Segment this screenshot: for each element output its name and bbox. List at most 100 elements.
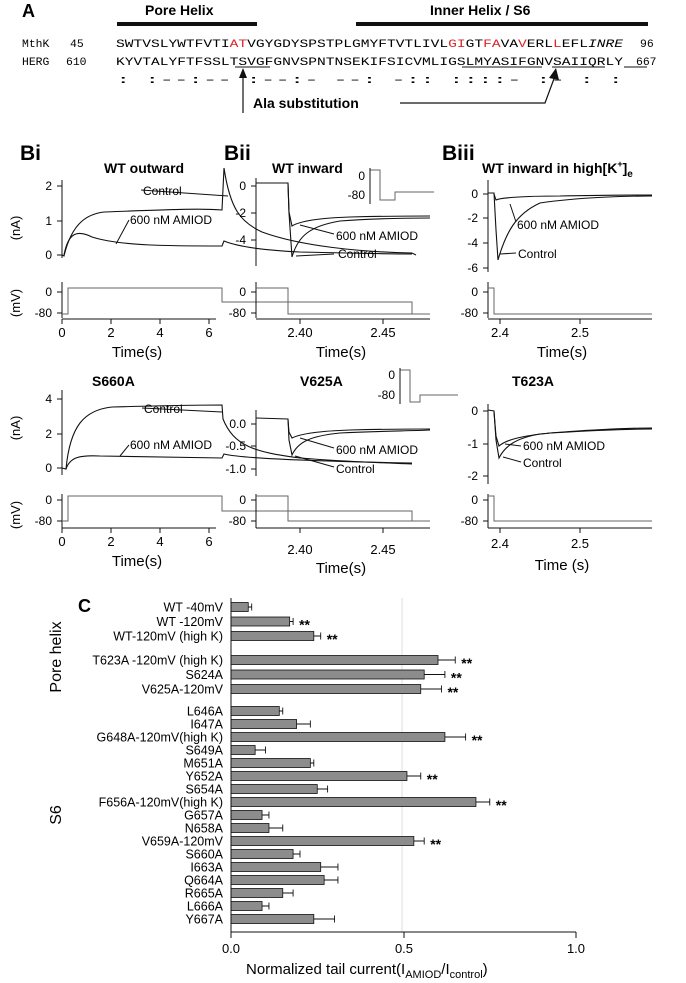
bar-label-17: S660A xyxy=(185,848,223,862)
s660a-control-trace xyxy=(62,405,412,469)
bar-label-20: R665A xyxy=(185,887,224,901)
bi-current-unit: (nA) xyxy=(8,216,23,241)
s660a-voltage-unit: (mV) xyxy=(8,501,23,529)
s660a-amiod-label: 600 nM AMIOD xyxy=(130,438,212,452)
bar-12 xyxy=(231,785,317,794)
bii-title: WT inward xyxy=(272,160,343,176)
t623a-mv-zero: 0 xyxy=(471,493,478,507)
error-bar-4 xyxy=(424,671,445,678)
error-bar-21 xyxy=(262,903,269,910)
significance-2: ** xyxy=(327,631,338,647)
bii-mv-neg80: -80 xyxy=(229,306,247,320)
bar-label-13: F656A-120mV(high K) xyxy=(99,796,223,810)
error-bar-15 xyxy=(269,825,283,832)
t623a-ytick-0: 0 xyxy=(471,404,478,418)
s660a-ytick-1: 2 xyxy=(45,427,52,441)
bar-label-8: G648A-120mV(high K) xyxy=(97,731,223,745)
panel-biii: WT inward in high[K+]e 0 -2 -4 -6 600 nM… xyxy=(461,159,652,361)
s660a-xtick-0: 0 xyxy=(58,534,65,549)
error-bar-10 xyxy=(310,760,313,767)
v625a-control-label: Control xyxy=(336,462,375,476)
panel-v625a: V625A 0.0 -0.5 -1.0 0 -80 600 nM AMIOD C… xyxy=(225,368,458,577)
error-bar-18 xyxy=(321,864,338,871)
s660a-xtick-2: 4 xyxy=(156,534,163,549)
v625a-voltage-protocol xyxy=(256,496,430,521)
bar-18 xyxy=(231,863,321,872)
bi-mv-zero: 0 xyxy=(45,285,52,299)
bar-6 xyxy=(231,707,279,716)
bar-9 xyxy=(231,746,255,755)
chart-xtick-1: 0.5 xyxy=(395,941,413,956)
panel-bii: WT inward 0 -2 -4 0 -80 600 nM AMIOD Con… xyxy=(229,160,434,361)
biii-xtick-0: 2.4 xyxy=(491,325,509,340)
biii-ytick-2: -4 xyxy=(467,236,478,250)
bii-xtick-0: 2.40 xyxy=(287,325,312,340)
v625a-xtick-0: 2.40 xyxy=(287,542,312,557)
biii-ytick-0: 0 xyxy=(471,187,478,201)
error-bar-20 xyxy=(283,890,293,897)
error-bar-11 xyxy=(407,773,421,780)
biii-mv-neg80: -80 xyxy=(461,306,479,320)
s660a-mv-zero: 0 xyxy=(45,493,52,507)
t623a-xtick-1: 2.5 xyxy=(571,536,589,551)
bi-amiod-label: 600 nM AMIOD xyxy=(130,213,212,227)
panel-a-letter: A xyxy=(22,1,35,21)
bar-16 xyxy=(231,837,414,846)
error-bar-7 xyxy=(297,721,311,728)
bar-label-6: L646A xyxy=(187,705,224,719)
bar-11 xyxy=(231,772,407,781)
bar-label-0: WT -40mV xyxy=(164,601,224,615)
bii-mv-zero: 0 xyxy=(239,285,246,299)
t623a-control-label: Control xyxy=(523,456,562,470)
v625a-title: V625A xyxy=(300,373,343,389)
significance-5: ** xyxy=(447,684,458,700)
bar-22 xyxy=(231,915,314,924)
bii-control-pointer xyxy=(296,254,334,256)
error-bar-0 xyxy=(248,604,251,611)
v625a-inset-protocol xyxy=(400,370,458,402)
error-bar-6 xyxy=(279,708,282,715)
panel-bi-label: Bi xyxy=(20,142,41,165)
mthk-sequence: SWTVSLYWTFVTI AT VGYGDYSPSTPLGMYFTVTLIVL GI… xyxy=(116,39,623,51)
significance-3: ** xyxy=(461,655,472,671)
bar-4 xyxy=(231,670,424,679)
t623a-amiod-label: 600 nM AMIOD xyxy=(523,439,605,453)
conservation-row: : :--:-- :--:- --: -:: ::::- :- : : xyxy=(116,75,623,87)
bar-label-18: I663A xyxy=(190,861,223,875)
bi-mv-neg80: -80 xyxy=(35,306,53,320)
error-bar-8 xyxy=(445,734,466,741)
bi-ytick-1: 1 xyxy=(45,214,52,228)
v625a-mv-neg80: -80 xyxy=(229,514,247,528)
bar-label-7: I647A xyxy=(190,718,223,732)
biii-ytick-3: -6 xyxy=(467,261,478,275)
biii-voltage-protocol xyxy=(488,288,652,314)
bi-title: WT outward xyxy=(104,160,184,176)
bar-label-22: Y667A xyxy=(185,913,223,927)
mthk-start: 45 xyxy=(70,39,84,51)
error-bar-13 xyxy=(476,799,490,806)
inner-helix-label: Inner Helix / S6 xyxy=(430,2,531,18)
bii-ytick-2: -4 xyxy=(235,233,246,247)
bar-label-19: Q664A xyxy=(184,874,224,888)
v625a-xtick-1: 2.45 xyxy=(370,542,395,557)
bi-xtick-2: 4 xyxy=(156,325,163,340)
s660a-current-unit: (nA) xyxy=(8,416,23,441)
bar-label-9: S649A xyxy=(185,744,223,758)
significance-11: ** xyxy=(427,771,438,787)
panel-t623a: T623A 0 -1 -2 600 nM AMIOD Control 0 -80… xyxy=(461,373,652,574)
s660a-mv-neg80: -80 xyxy=(35,514,53,528)
biii-control-label: Control xyxy=(518,247,557,261)
bi-control-label: Control xyxy=(143,184,182,198)
bi-xtick-3: 6 xyxy=(205,325,212,340)
s660a-ytick-2: 4 xyxy=(45,392,52,406)
bar-label-14: G657A xyxy=(184,809,224,823)
bii-xtick-1: 2.45 xyxy=(370,325,395,340)
bar-label-21: L666A xyxy=(187,900,224,914)
pore-helix-label: Pore Helix xyxy=(145,2,214,18)
bar-label-3: T623A -120mV (high K) xyxy=(92,654,223,668)
v625a-ytick-1: -0.5 xyxy=(225,439,246,453)
biii-title: WT inward in high[K+]e xyxy=(482,159,633,180)
v625a-inset-neg80: -80 xyxy=(378,388,396,402)
biii-amiod-label: 600 nM AMIOD xyxy=(517,218,599,232)
t623a-ytick-1: -1 xyxy=(467,437,478,451)
